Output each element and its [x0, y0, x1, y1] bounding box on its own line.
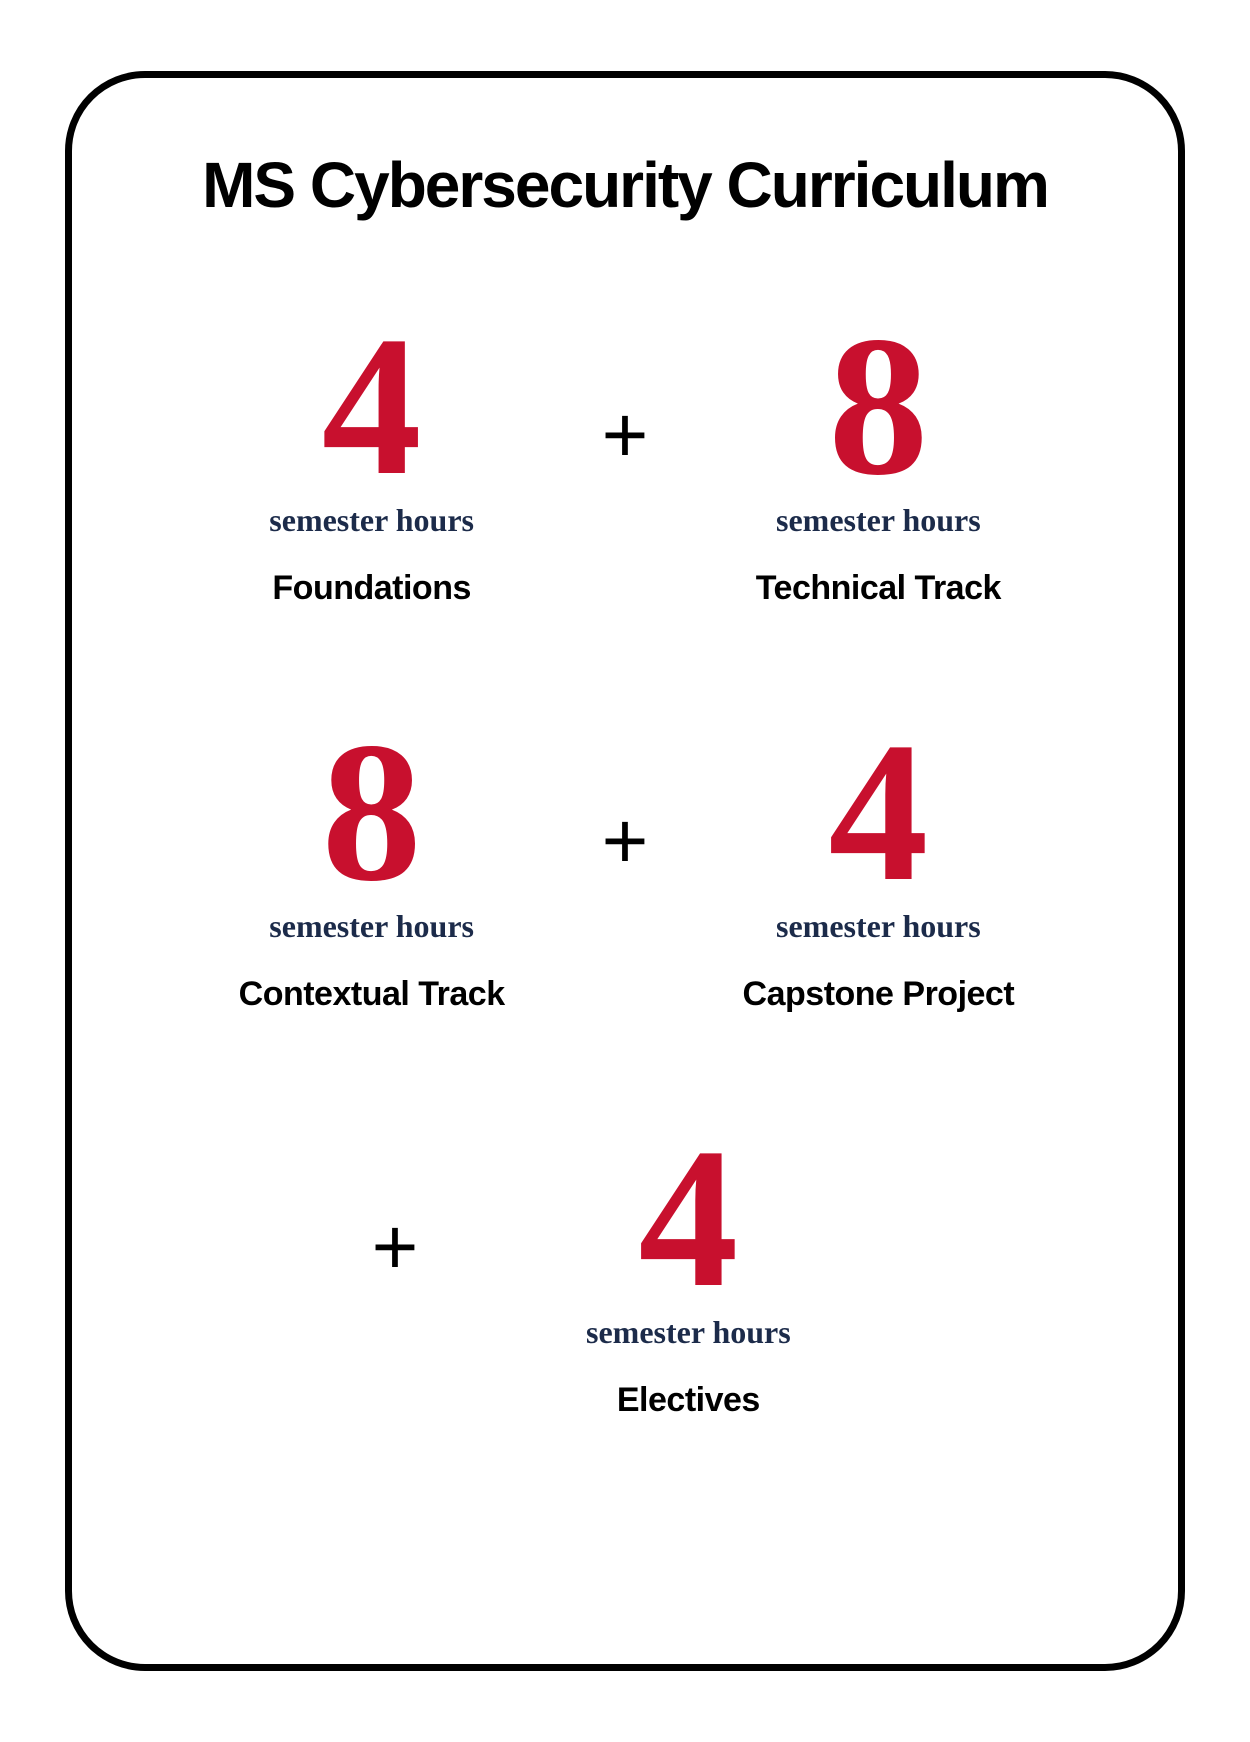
category-capstone: Capstone Project — [743, 975, 1015, 1014]
number-foundations: 4 — [322, 322, 422, 492]
page-title: MS Cybersecurity Curriculum — [202, 148, 1048, 222]
unit-electives: semester hours — [586, 1314, 791, 1351]
number-capstone: 4 — [828, 728, 928, 898]
unit-technical: semester hours — [776, 502, 981, 539]
number-contextual: 8 — [322, 728, 422, 898]
block-electives: 4 semester hours Electives — [498, 1134, 878, 1420]
plus-icon: + — [372, 1201, 419, 1293]
curriculum-card: MS Cybersecurity Curriculum 4 semester h… — [65, 71, 1185, 1671]
category-technical: Technical Track — [756, 569, 1001, 608]
unit-foundations: semester hours — [269, 502, 474, 539]
unit-contextual: semester hours — [269, 908, 474, 945]
number-electives: 4 — [638, 1134, 738, 1304]
plus-icon: + — [602, 795, 649, 887]
block-contextual: 8 semester hours Contextual Track — [182, 728, 562, 1014]
plus-icon: + — [602, 389, 649, 481]
category-electives: Electives — [617, 1381, 760, 1420]
block-technical: 8 semester hours Technical Track — [688, 322, 1068, 608]
block-capstone: 4 semester hours Capstone Project — [688, 728, 1068, 1014]
block-foundations: 4 semester hours Foundations — [182, 322, 562, 608]
category-contextual: Contextual Track — [239, 975, 505, 1014]
row-2: 8 semester hours Contextual Track + 4 se… — [132, 728, 1118, 1014]
unit-capstone: semester hours — [776, 908, 981, 945]
row-1: 4 semester hours Foundations + 8 semeste… — [132, 322, 1118, 608]
category-foundations: Foundations — [272, 569, 470, 608]
row-3: + 4 semester hours Electives — [132, 1134, 1118, 1420]
number-technical: 8 — [828, 322, 928, 492]
